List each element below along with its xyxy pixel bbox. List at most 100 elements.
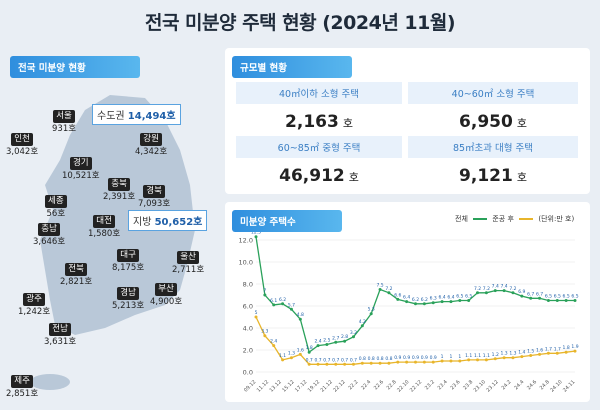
data-point [422, 360, 426, 364]
data-point [272, 303, 276, 307]
region-jeju[interactable]: 제주 2,851호 [6, 375, 39, 399]
x-tick-label: 21.12 [320, 379, 334, 393]
data-point [289, 307, 293, 311]
data-point [573, 349, 577, 353]
region-gyeonggi[interactable]: 경기 10,521호 [62, 157, 100, 181]
data-point [440, 359, 444, 363]
region-gyeongbuk[interactable]: 경북 7,093호 [138, 185, 171, 209]
data-label: 0.9 [412, 355, 419, 361]
data-point [396, 360, 400, 364]
data-label: 1.3 [288, 351, 295, 357]
region-incheon[interactable]: 인천 3,042호 [6, 133, 39, 157]
data-label: 0.8 [376, 356, 383, 362]
y-tick-label: 12.0 [239, 237, 253, 245]
x-tick-label: 24.10 [549, 379, 563, 393]
data-label: 5 [255, 310, 258, 316]
data-label: 3.2 [350, 330, 357, 336]
data-point [387, 291, 391, 295]
data-label: 1.1 [279, 353, 286, 359]
x-tick-label: 22.6 [373, 379, 385, 391]
data-label: 6.5 [545, 294, 552, 300]
data-label: 1 [450, 354, 453, 360]
region-daejeon[interactable]: 대전 1,580호 [88, 215, 121, 239]
data-point [369, 312, 373, 316]
data-point [351, 335, 355, 339]
data-point [529, 296, 533, 300]
data-label: 7 [263, 288, 266, 294]
data-label: 7.2 [474, 286, 481, 292]
data-label: 2.4 [314, 339, 321, 345]
x-tick-label: 23.12 [485, 379, 499, 393]
data-label: 1.8 [563, 345, 570, 351]
x-tick-label: 15.12 [281, 379, 295, 393]
x-tick-label: 24.4 [513, 379, 525, 391]
data-point [484, 358, 488, 362]
data-point [298, 352, 302, 356]
data-point [343, 339, 347, 343]
y-tick-label: 0.0 [243, 369, 253, 377]
data-label: 6.2 [412, 297, 419, 303]
legend-post-swatch [519, 218, 534, 220]
line-chart: 0.02.04.06.08.010.012.009.1211.1213.1215… [239, 232, 579, 394]
data-label: 6.1 [270, 298, 277, 304]
data-label: 0.9 [403, 355, 410, 361]
region-jeonnam[interactable]: 전남 3,631호 [44, 323, 77, 347]
data-point [289, 356, 293, 360]
region-busan[interactable]: 부산 4,900호 [150, 283, 183, 307]
data-point [449, 359, 453, 363]
region-chungnam[interactable]: 충남 3,646호 [33, 223, 66, 247]
data-point [520, 294, 524, 298]
region-daegu[interactable]: 대구 8,175호 [112, 249, 145, 273]
data-point [511, 356, 515, 360]
data-label: 0.9 [430, 355, 437, 361]
data-label: 1.4 [518, 350, 525, 356]
data-label: 2.7 [332, 335, 339, 341]
x-tick-label: 22.12 [409, 379, 423, 393]
data-label: 1.6 [297, 347, 304, 353]
y-tick-label: 4.0 [243, 325, 253, 333]
data-label: 6.4 [447, 295, 454, 301]
data-point [378, 361, 382, 365]
data-point [484, 291, 488, 295]
data-point [360, 324, 364, 328]
data-point [467, 358, 471, 362]
data-point [378, 288, 382, 291]
data-label: 12.3 [251, 232, 261, 236]
data-point [520, 355, 524, 359]
data-label: 1.6 [536, 347, 543, 353]
data-point [564, 299, 568, 302]
size-tab[interactable]: 규모별 현황 [232, 56, 352, 78]
data-label: 0.7 [306, 357, 313, 363]
region-gyeongnam[interactable]: 경남 5,213호 [112, 287, 145, 311]
data-label: 6.6 [394, 292, 401, 298]
region-gwangju[interactable]: 광주 1,242호 [18, 293, 51, 317]
data-label: 7.4 [492, 284, 499, 290]
region-chungbuk[interactable]: 충북 2,391호 [103, 178, 136, 202]
region-seoul[interactable]: 서울 931호 [52, 110, 77, 134]
region-sejong[interactable]: 세종 56호 [45, 195, 67, 219]
data-label: 6.7 [527, 291, 534, 297]
region-gangwon[interactable]: 강원 4,342호 [135, 133, 168, 157]
data-label: 1.7 [554, 346, 561, 352]
data-label: 1.1 [474, 353, 481, 359]
data-label: 7.2 [385, 286, 392, 292]
x-tick-label: 22.10 [396, 379, 410, 393]
chart-tab[interactable]: 미분양 주택수 [232, 210, 342, 232]
data-label: 6.4 [438, 295, 445, 301]
data-point [307, 350, 311, 354]
x-tick-label: 24.11 [562, 379, 576, 393]
data-point [440, 300, 444, 304]
data-point [254, 315, 258, 319]
data-point [431, 301, 435, 305]
data-label: 7.2 [483, 286, 490, 292]
data-label: 0.8 [368, 356, 375, 362]
region-jeonbuk[interactable]: 전북 2,821호 [60, 263, 93, 287]
data-label: 7.5 [376, 283, 383, 289]
data-label: 4.2 [359, 319, 366, 325]
y-tick-label: 10.0 [239, 259, 253, 267]
data-label: 7.4 [501, 284, 508, 290]
data-point [414, 360, 417, 364]
region-ulsan[interactable]: 울산 2,711호 [172, 251, 205, 275]
map-tab[interactable]: 전국 미분양 현황 [10, 56, 140, 78]
data-label: 6.3 [430, 296, 437, 302]
